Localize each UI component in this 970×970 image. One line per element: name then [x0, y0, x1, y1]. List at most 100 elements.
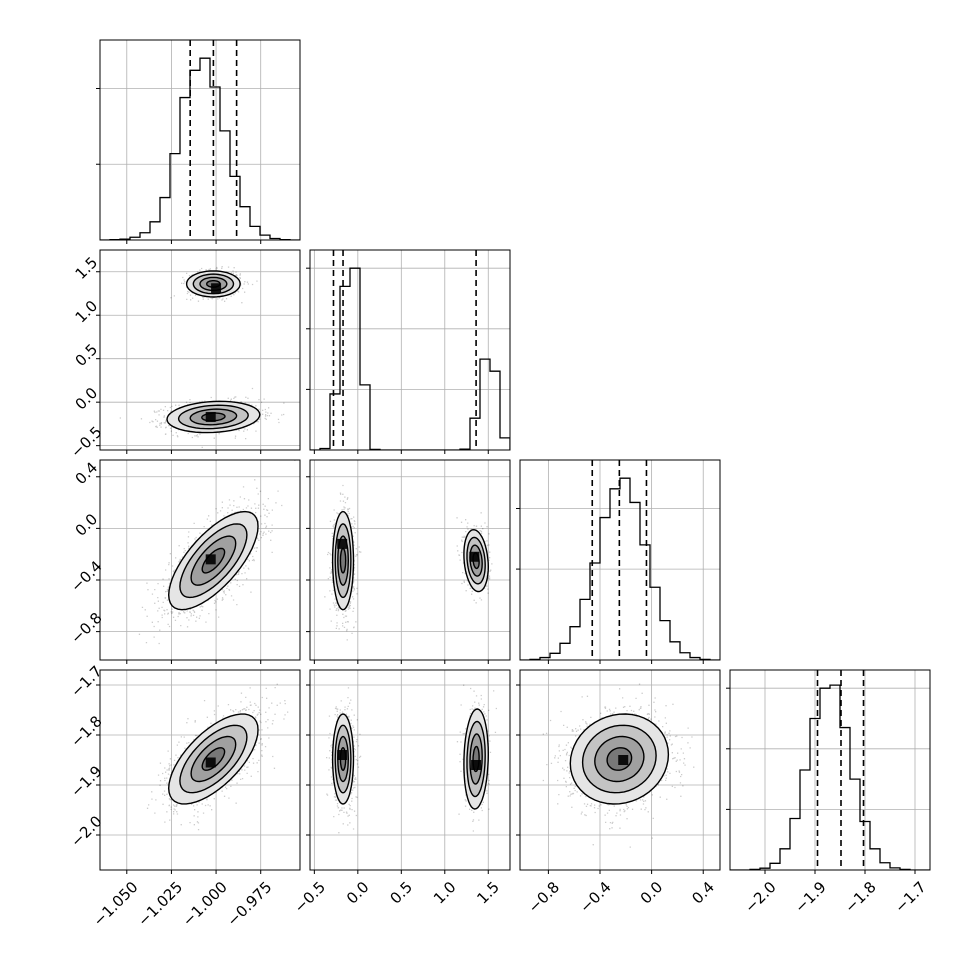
axes-frame: [309, 669, 511, 871]
x-tick-label: −2.0: [741, 878, 779, 916]
contour-line: [166, 400, 261, 434]
contour-line: [201, 747, 226, 771]
contour-line: [463, 528, 490, 593]
panel-clip-group: [542, 683, 695, 848]
y-tick-label: 1.0: [72, 297, 102, 327]
contour-line: [331, 713, 355, 805]
x-tick-label: −1.000: [179, 878, 231, 930]
contour-line: [185, 270, 241, 298]
contour-line: [190, 535, 237, 586]
density-shade: [470, 734, 483, 784]
contour-line: [339, 547, 347, 574]
y-tick-label: 0.0: [72, 510, 102, 540]
scatter-panel-p1-p2: [306, 459, 511, 664]
contour-line: [569, 713, 670, 805]
histogram-clip-group: [730, 670, 930, 870]
scatter-panel-p2-p3: [516, 669, 721, 874]
density-peak: [337, 538, 348, 549]
x-tick-label: −1.7: [891, 878, 929, 916]
contour-line: [331, 510, 355, 611]
scatter-panel-p0-p3: [96, 669, 301, 874]
x-tick-label: −0.8: [525, 878, 563, 916]
x-tick-label: 0.5: [386, 878, 416, 908]
contour-line: [463, 708, 490, 810]
contour-line: [594, 735, 645, 783]
contour-line: [339, 747, 347, 772]
density-peak: [471, 760, 482, 770]
contour-line: [469, 544, 483, 577]
panel-clip-group: [146, 683, 289, 831]
scatter-panel-p0-p2: [96, 459, 301, 664]
axes-frame: [309, 459, 511, 661]
contour-line: [192, 273, 235, 295]
panel-clip-group: [138, 460, 296, 645]
density-peak: [337, 750, 348, 760]
axes-frame: [519, 459, 721, 661]
axes-frame: [99, 39, 301, 241]
histogram-panel-p0: [96, 39, 301, 244]
density-peak: [618, 755, 629, 765]
histogram-step-p0: [100, 57, 300, 240]
contour-line: [190, 735, 237, 783]
histogram-panel-p3: [726, 669, 931, 874]
contour-line: [177, 404, 249, 430]
density-peak: [205, 411, 216, 422]
x-tick-label: −0.5: [291, 878, 329, 916]
x-tick-label: 1.5: [473, 878, 503, 908]
axes-frame: [519, 669, 721, 871]
x-tick-label: −0.4: [576, 878, 614, 916]
axes-frame: [309, 249, 511, 451]
y-tick-label: 0.4: [72, 458, 102, 488]
contour-line: [337, 735, 350, 783]
x-tick-label: −0.975: [223, 878, 275, 930]
contour-line: [167, 510, 259, 611]
y-tick-label: 0.5: [72, 340, 102, 370]
y-tick-label: 0.0: [72, 384, 102, 414]
histogram-clip-group: [520, 460, 720, 660]
histogram-clip-group: [100, 40, 300, 240]
contour-line: [469, 733, 483, 785]
x-tick-label: 0.0: [637, 878, 667, 908]
axes-frame: [729, 669, 931, 871]
x-tick-label: 0.0: [343, 878, 373, 908]
contour-line: [205, 280, 221, 288]
x-tick-label: 0.4: [688, 878, 718, 908]
axes-frame: [99, 669, 301, 871]
x-tick-label: −1.050: [90, 878, 142, 930]
scatter-panel-p1-p3: [306, 669, 511, 874]
histogram-panel-p1: [306, 249, 511, 454]
contour-line: [201, 547, 226, 574]
histogram-step-p1: [310, 267, 510, 450]
histogram-clip-group: [310, 250, 510, 450]
panel-clip-group: [324, 484, 493, 641]
contour-line: [189, 408, 238, 426]
axes-frame: [99, 249, 301, 451]
density-peak: [469, 551, 480, 562]
density-peak: [211, 283, 222, 294]
contour-line: [337, 535, 350, 586]
histogram-step-p3: [730, 684, 930, 870]
contour-line: [167, 713, 259, 805]
contour-line: [466, 536, 486, 585]
x-tick-label: −1.8: [841, 878, 879, 916]
panel-clip-group: [326, 684, 497, 834]
density-shade: [340, 548, 346, 573]
contour-line: [606, 747, 633, 771]
density-peak: [205, 757, 216, 768]
contour-line: [199, 276, 228, 292]
contour-line: [334, 523, 352, 599]
contour-line: [472, 552, 480, 570]
contour-line: [201, 412, 226, 422]
scatter-panel-p0-p1: [96, 249, 301, 454]
contour-line: [472, 745, 480, 773]
histogram-panel-p2: [516, 459, 721, 664]
x-tick-label: −1.025: [134, 878, 186, 930]
axes-frame: [99, 459, 301, 661]
y-tick-label: 1.5: [72, 253, 102, 283]
density-peak: [205, 554, 216, 565]
contour-line: [179, 523, 248, 599]
contour-line: [466, 720, 486, 798]
x-tick-label: −1.9: [791, 878, 829, 916]
x-tick-label: 1.0: [430, 878, 460, 908]
